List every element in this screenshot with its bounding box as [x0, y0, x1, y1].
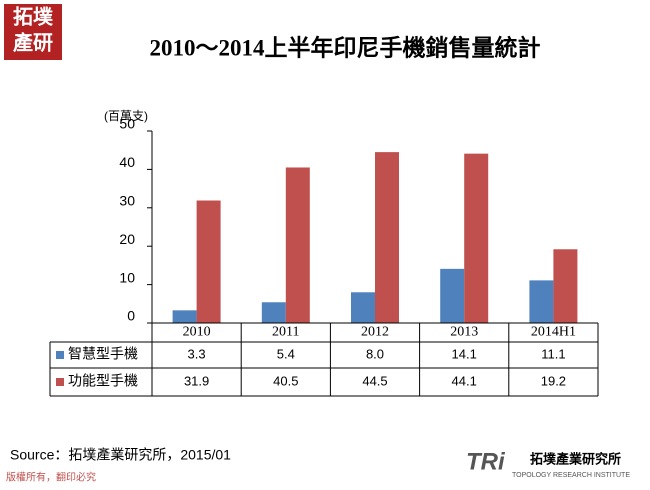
data-label: 40.5: [273, 373, 298, 388]
bar: [440, 268, 465, 323]
logo-top: 拓墣: [13, 5, 54, 28]
copyright: 版權所有，翻印必究: [6, 471, 96, 484]
data-label: 5.4: [277, 346, 295, 361]
data-label: 31.9: [184, 373, 209, 388]
data-label: 44.5: [362, 373, 387, 388]
y-tick-label: 20: [119, 231, 135, 247]
bar: [351, 292, 375, 323]
bar: [553, 249, 578, 323]
y-axis-label: (百萬支): [104, 109, 148, 123]
y-tick-label: 0: [127, 308, 135, 324]
y-tick-label: 50: [119, 116, 135, 132]
legend-swatch: [56, 378, 64, 386]
bar: [529, 280, 554, 323]
x-tick-label: 2013: [450, 325, 478, 340]
data-label: 19.2: [541, 373, 566, 388]
data-label: 44.1: [452, 373, 477, 388]
data-label: 11.1: [541, 346, 565, 361]
bar: [375, 152, 399, 323]
legend-label: 智慧型手機: [68, 346, 138, 362]
data-label: 3.3: [188, 346, 206, 361]
x-tick-label: 2014H1: [531, 325, 576, 340]
brand: TRi: [466, 448, 506, 475]
bar: [172, 310, 197, 323]
institute-en: TOPOLOGY RESEARCH INSTITUTE: [512, 472, 630, 479]
logo-bottom: 產研: [13, 30, 53, 54]
bar: [464, 153, 489, 323]
bar: [285, 167, 310, 323]
legend-label: 功能型手機: [68, 373, 138, 389]
chart-title: 2010～2014上半年印尼手機銷售量統計: [150, 34, 541, 60]
x-tick-label: 2010: [183, 325, 211, 340]
x-tick-label: 2012: [361, 325, 389, 340]
bar: [196, 200, 221, 323]
footer-bar: [0, 472, 650, 485]
bar: [261, 302, 286, 323]
logo-box: [4, 4, 62, 60]
legend-swatch: [56, 351, 64, 359]
y-tick-label: 10: [119, 269, 135, 285]
data-label: 14.1: [452, 346, 477, 361]
y-tick-label: 30: [119, 193, 135, 209]
source: Source：拓墣產業研究所，2015/01: [10, 447, 231, 463]
institute: 拓墣產業研究所: [530, 451, 621, 466]
x-tick-label: 2011: [272, 325, 299, 340]
data-label: 8.0: [366, 346, 384, 361]
y-tick-label: 40: [119, 154, 135, 170]
